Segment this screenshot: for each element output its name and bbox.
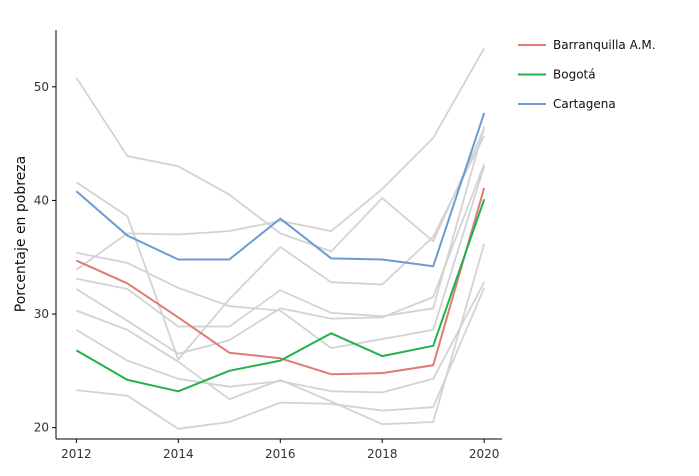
legend-label-cartagena: Cartagena xyxy=(553,97,616,111)
y-tick-label-40: 40 xyxy=(34,193,49,207)
axes-group xyxy=(55,30,502,440)
legend: Barranquilla A.M. Bogotá Cartagena xyxy=(518,38,656,111)
y-axis-title: Porcentaje en pobreza xyxy=(13,156,29,312)
background-series-group xyxy=(75,47,486,430)
legend-item-barranquilla-a-m-: Barranquilla A.M. xyxy=(518,38,656,52)
x-tick-label-2014: 2014 xyxy=(163,447,194,461)
legend-label-bogot-: Bogotá xyxy=(553,68,596,82)
series-line-barranquilla-a-m- xyxy=(75,187,486,376)
background-series-line-2 xyxy=(75,135,486,361)
background-series-line-9 xyxy=(76,287,486,430)
background-series-line-5 xyxy=(76,126,486,328)
legend-item-cartagena: Cartagena xyxy=(518,97,616,111)
highlight-series-group xyxy=(75,112,486,393)
background-series-line-7 xyxy=(76,243,486,426)
x-ticks-group: 2012 2014 2016 2018 2020 xyxy=(61,439,499,461)
x-tick-label-2012: 2012 xyxy=(61,447,92,461)
background-series-line-8 xyxy=(75,281,485,394)
x-tick-label-2020: 2020 xyxy=(469,447,500,461)
series-line-cartagena xyxy=(75,112,486,268)
background-series-line-1 xyxy=(75,77,486,253)
x-tick-label-2016: 2016 xyxy=(265,447,296,461)
y-tick-label-50: 50 xyxy=(34,80,49,94)
legend-label-barranquilla-a-m-: Barranquilla A.M. xyxy=(553,38,656,52)
background-series-line-3 xyxy=(75,47,485,271)
x-tick-label-2018: 2018 xyxy=(367,447,398,461)
y-tick-label-20: 20 xyxy=(34,421,49,435)
series-line-bogot- xyxy=(75,198,486,393)
background-series-line-6 xyxy=(75,163,486,355)
background-series-line-4 xyxy=(76,166,486,349)
legend-item-bogot-: Bogotá xyxy=(518,68,596,82)
y-ticks-group: 20 30 40 50 xyxy=(34,80,56,435)
y-tick-label-30: 30 xyxy=(34,307,49,321)
